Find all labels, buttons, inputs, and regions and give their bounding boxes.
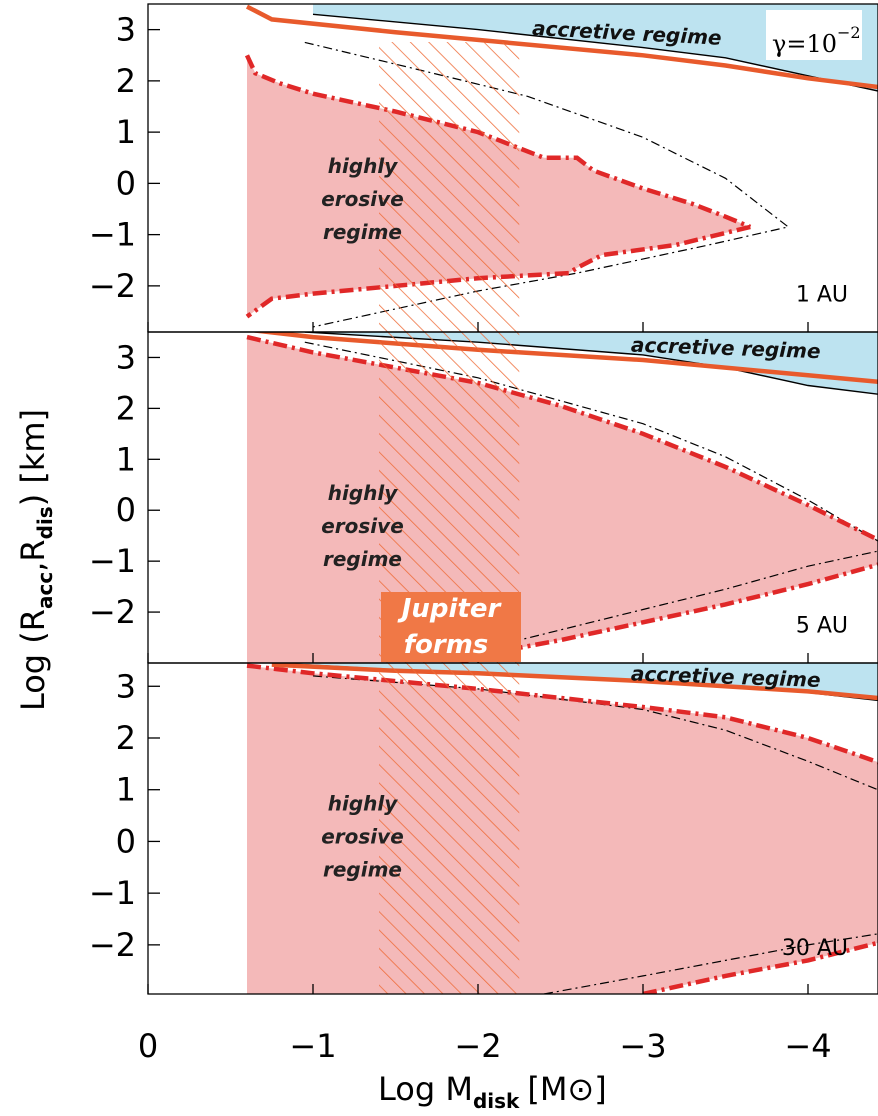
x-tick-label: −1	[289, 1027, 336, 1065]
x-axis-title-main: Log M	[378, 1070, 473, 1108]
y-axis-title-main: Log (R	[14, 609, 52, 711]
erosive-regime-label: erosive	[321, 514, 404, 538]
x-axis-title-sub: disk	[473, 1089, 520, 1113]
y-tick-label: 3	[116, 667, 136, 705]
y-axis-title-sub1: acc	[33, 572, 57, 609]
erosive-regime-label: erosive	[321, 187, 404, 211]
erosive-regime-label: regime	[323, 547, 402, 571]
y-tick-label: 3	[116, 11, 136, 49]
accretive-region	[313, 4, 878, 91]
y-axis-title-sub2: dis	[33, 506, 57, 539]
y-tick-label: 2	[116, 389, 136, 427]
y-tick-label: 1	[116, 113, 136, 151]
y-tick-label: 0	[116, 164, 136, 202]
dashdot-boundary-black-lower	[543, 933, 878, 994]
x-tick-label: −4	[784, 1027, 831, 1065]
y-axis-title: Log (Racc,Rdis) [km]	[14, 409, 57, 711]
x-axis-title-unit: [M⊙]	[527, 1070, 606, 1108]
y-axis-title-end: ) [km]	[14, 409, 52, 506]
erosive-boundary-lower	[642, 940, 878, 994]
accretive-region	[271, 663, 878, 701]
jupiter-forms-box: Jupiter forms	[381, 592, 521, 662]
accretive-boundary-thick	[249, 332, 878, 385]
erosive-regime-label: highly	[328, 481, 399, 505]
erosive-regime-label: regime	[323, 857, 402, 881]
erosive-boundary-lower	[245, 224, 751, 319]
y-tick-label: 3	[116, 338, 136, 376]
panel-frame-30au	[147, 662, 878, 995]
erosive-regime-label: erosive	[321, 824, 404, 848]
x-tick-label: 0	[138, 1027, 158, 1065]
erosive-boundary-upper	[244, 54, 752, 229]
jupiter-hatch-band	[379, 42, 520, 994]
erosive-regime-label: highly	[328, 791, 399, 815]
y-axis-title-mid: ,R	[14, 539, 52, 571]
accretive-region	[304, 332, 878, 395]
x-axis-title: Log Mdisk [M⊙]	[378, 1070, 607, 1113]
erosive-regime-label: regime	[323, 220, 402, 244]
y-tick-label: −1	[89, 542, 136, 580]
au-label-30au: 30 AU	[782, 936, 848, 961]
y-tick-label: 0	[116, 491, 136, 529]
y-tick-label: −2	[89, 926, 136, 964]
x-tick-label: −2	[454, 1027, 501, 1065]
y-tick-label: −1	[89, 216, 136, 254]
au-label-1au: 1 AU	[796, 282, 848, 307]
erosive-boundary-lower	[460, 562, 878, 663]
y-tick-label: 1	[116, 771, 136, 809]
y-tick-label: −1	[89, 874, 136, 912]
y-tick-label: 2	[116, 62, 136, 100]
gamma-box	[766, 10, 862, 60]
x-tick-label: −3	[619, 1027, 666, 1065]
y-tick-label: 2	[116, 719, 136, 757]
y-tick-label: 1	[116, 440, 136, 478]
erosive-regime-label: highly	[328, 154, 399, 178]
dashdot-boundary-black	[304, 341, 878, 656]
gamma-label: γ=10−2	[772, 23, 861, 58]
y-tick-label: −2	[89, 267, 136, 305]
x-tick-labels: 0 −1 −2 −3 −4	[138, 1027, 832, 1065]
jupiter-label-line2: forms	[404, 630, 489, 660]
y-tick-label: 0	[116, 822, 136, 860]
accretive-boundary-thick	[245, 4, 878, 90]
panel-frames	[147, 3, 878, 995]
erosive-boundary-upper	[246, 663, 878, 765]
y-tick-label: −2	[89, 593, 136, 631]
accretive-boundary-thick	[271, 663, 878, 701]
jupiter-label-line1: Jupiter	[397, 594, 503, 624]
jupiter-hatched-band	[379, 42, 520, 994]
au-label-5au: 5 AU	[796, 613, 848, 638]
